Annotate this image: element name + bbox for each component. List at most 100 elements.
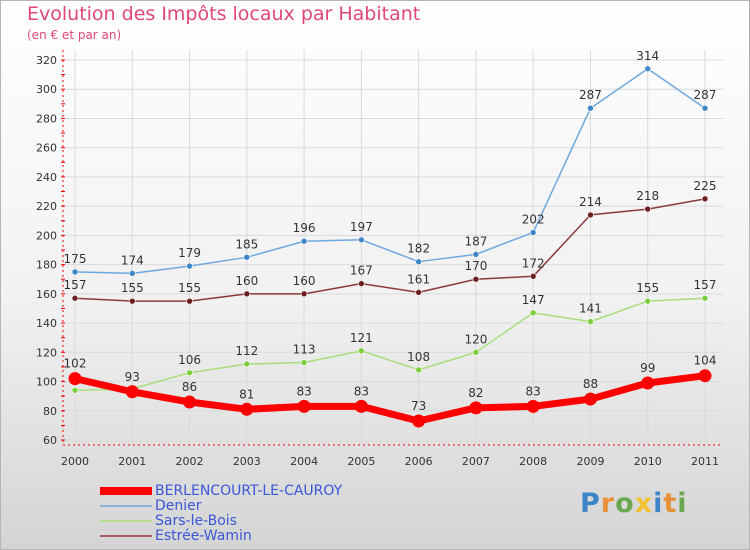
data-label-berlencourt-le-cauroy: 83 xyxy=(354,384,369,398)
data-label-berlencourt-le-cauroy: 88 xyxy=(583,377,598,391)
data-point-sars-le-bois xyxy=(472,349,480,356)
data-label-sars-le-bois: 157 xyxy=(694,278,717,292)
data-point-estree-wamin xyxy=(71,294,79,302)
data-label-berlencourt-le-cauroy: 102 xyxy=(64,357,87,371)
data-label-denier: 202 xyxy=(522,212,545,226)
data-label-denier: 175 xyxy=(64,252,87,266)
data-point-denier xyxy=(415,258,422,265)
data-point-estree-wamin xyxy=(701,195,709,203)
data-label-denier: 287 xyxy=(694,88,717,102)
data-label-berlencourt-le-cauroy: 93 xyxy=(125,370,140,384)
data-point-sars-le-bois xyxy=(358,347,365,355)
data-label-estree-wamin: 214 xyxy=(579,195,602,209)
data-point-berlencourt-le-cauroy xyxy=(125,385,139,399)
x-tick-label: 2004 xyxy=(290,455,318,468)
data-point-estree-wamin xyxy=(587,211,594,219)
data-label-berlencourt-le-cauroy: 83 xyxy=(526,384,541,398)
legend-swatch-berlencourt xyxy=(100,487,152,495)
data-point-berlencourt-le-cauroy xyxy=(68,372,82,386)
data-point-denier xyxy=(358,236,365,244)
series-line-berlencourt-le-cauroy xyxy=(71,372,709,425)
data-label-estree-wamin: 170 xyxy=(464,259,487,273)
data-point-berlencourt-le-cauroy xyxy=(641,376,655,390)
data-label-sars-le-bois: 113 xyxy=(293,343,316,357)
data-point-sars-le-bois xyxy=(243,360,251,368)
data-label-denier: 182 xyxy=(407,242,430,256)
data-label-berlencourt-le-cauroy: 86 xyxy=(182,380,197,394)
y-tick-label: 260 xyxy=(36,142,57,155)
data-point-berlencourt-le-cauroy xyxy=(698,369,712,383)
y-tick-label: 180 xyxy=(36,259,57,272)
data-point-estree-wamin xyxy=(529,273,537,280)
legend-label-berlencourt: BERLENCOURT-LE-CAUROY xyxy=(155,483,343,499)
y-tick-label: 300 xyxy=(36,83,57,96)
data-label-berlencourt-le-cauroy: 73 xyxy=(411,399,426,413)
data-label-denier: 185 xyxy=(235,237,258,251)
data-point-sars-le-bois xyxy=(415,366,422,374)
data-label-sars-le-bois: 121 xyxy=(350,331,373,345)
data-point-denier xyxy=(300,237,308,245)
x-tick-label: 2001 xyxy=(118,455,146,468)
data-point-sars-le-bois xyxy=(300,359,308,366)
data-point-berlencourt-le-cauroy xyxy=(354,399,368,413)
y-tick-label: 140 xyxy=(36,317,57,330)
data-point-denier xyxy=(644,65,652,73)
series-layer xyxy=(68,65,712,428)
data-point-sars-le-bois xyxy=(701,294,709,302)
data-label-sars-le-bois: 106 xyxy=(178,353,201,367)
data-point-sars-le-bois xyxy=(644,297,652,305)
y-tick-label: 60 xyxy=(43,434,57,447)
series-line-sars-le-bois xyxy=(74,297,706,392)
data-label-estree-wamin: 218 xyxy=(636,189,659,203)
legend-label-denier: Denier xyxy=(155,498,202,514)
data-point-denier xyxy=(587,104,594,112)
data-point-berlencourt-le-cauroy xyxy=(526,399,540,413)
grid-layer xyxy=(63,50,723,445)
y-tick-label: 320 xyxy=(36,54,57,67)
y-tick-label: 240 xyxy=(36,171,57,184)
y-tick-label: 220 xyxy=(36,200,57,213)
data-label-sars-le-bois: 120 xyxy=(464,332,487,346)
data-point-denier xyxy=(701,104,709,112)
data-label-estree-wamin: 155 xyxy=(121,281,144,295)
data-label-sars-le-bois: 155 xyxy=(636,281,659,295)
x-tick-label: 2005 xyxy=(347,455,375,468)
data-point-denier xyxy=(128,270,136,277)
x-tick-label: 2010 xyxy=(634,455,662,468)
data-label-estree-wamin: 167 xyxy=(350,264,373,278)
chart-title: Evolution des Impôts locaux par Habitant xyxy=(27,3,421,25)
data-point-berlencourt-le-cauroy xyxy=(583,392,597,406)
data-point-sars-le-bois xyxy=(529,309,537,317)
data-point-berlencourt-le-cauroy xyxy=(297,399,311,413)
data-point-estree-wamin xyxy=(472,275,480,283)
data-point-estree-wamin xyxy=(300,290,308,298)
data-label-sars-le-bois: 112 xyxy=(235,344,258,358)
y-tick-label: 280 xyxy=(36,112,57,125)
y-tick-label: 80 xyxy=(43,405,57,418)
data-label-berlencourt-le-cauroy: 81 xyxy=(239,387,254,401)
data-point-berlencourt-le-cauroy xyxy=(183,395,197,409)
data-label-estree-wamin: 160 xyxy=(235,274,258,288)
data-label-estree-wamin: 155 xyxy=(178,281,201,295)
data-label-sars-le-bois: 147 xyxy=(522,293,545,307)
y-tick-label: 160 xyxy=(36,288,57,301)
series-line-estree-wamin xyxy=(74,198,706,302)
data-label-berlencourt-le-cauroy: 99 xyxy=(640,361,655,375)
data-point-estree-wamin xyxy=(358,280,365,287)
data-point-denier xyxy=(243,254,251,261)
data-label-estree-wamin: 225 xyxy=(694,179,717,193)
legend-label-sars-le-bois: Sars-le-Bois xyxy=(155,513,237,529)
data-label-denier: 314 xyxy=(636,49,659,63)
data-label-denier: 174 xyxy=(121,253,144,267)
data-label-sars-le-bois: 108 xyxy=(407,350,430,364)
data-label-estree-wamin: 157 xyxy=(64,278,87,292)
x-tick-label: 2009 xyxy=(576,455,604,468)
data-label-layer: 106 112 113 121 108 120 147 141 155 157 157 155 155 1… xyxy=(64,49,717,413)
x-tick-label: 2006 xyxy=(405,455,433,468)
data-point-denier xyxy=(186,262,193,270)
data-point-sars-le-bois xyxy=(71,387,79,394)
x-tick-label: 2000 xyxy=(61,455,89,468)
